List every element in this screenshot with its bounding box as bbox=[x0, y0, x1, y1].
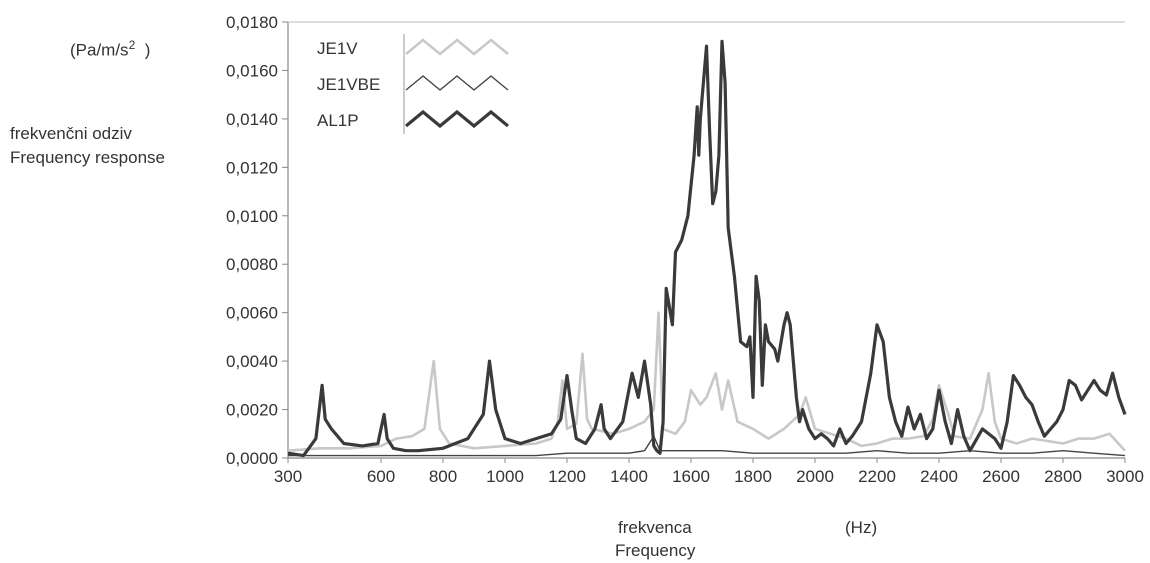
x-tick-label: 1600 bbox=[672, 467, 710, 486]
legend-label: JE1VBE bbox=[317, 75, 380, 94]
x-tick-label: 1400 bbox=[610, 467, 648, 486]
y-unit-suffix: ) bbox=[144, 40, 151, 60]
x-tick-label: 1800 bbox=[734, 467, 772, 486]
y-unit-superscript: 2 bbox=[128, 38, 136, 52]
x-tick-label: 300 bbox=[274, 467, 302, 486]
y-axis-label-line2: Frequency response bbox=[10, 148, 165, 167]
x-tick-label: 2400 bbox=[920, 467, 958, 486]
y-tick-label: 0,0180 bbox=[226, 13, 278, 32]
y-tick-label: 0,0140 bbox=[226, 110, 278, 129]
y-tick-label: 0,0020 bbox=[226, 401, 278, 420]
y-axis-ticks: 0,0000 0,0020 0,0040 0,0060 0,0080 0,0100 0,01… bbox=[226, 13, 288, 468]
y-tick-label: 0,0000 bbox=[226, 449, 278, 468]
x-axis-ticks: 300 600 800 1000 1200 1400 1600 1800 2000 2200 240… bbox=[274, 458, 1144, 486]
legend-swatch-je1vbe bbox=[405, 75, 509, 91]
legend-label: AL1P bbox=[317, 111, 359, 130]
y-tick-label: 0,0080 bbox=[226, 255, 278, 274]
y-axis-label-line1: frekvenčni odziv bbox=[10, 124, 132, 143]
x-tick-label: 2200 bbox=[858, 467, 896, 486]
x-tick-label: 600 bbox=[367, 467, 395, 486]
x-tick-label: 1200 bbox=[548, 467, 586, 486]
series-line-al1p bbox=[287, 39, 1127, 458]
x-axis-unit: (Hz) bbox=[845, 518, 878, 537]
x-axis-label-line2: Frequency bbox=[615, 541, 696, 560]
y-tick-label: 0,0040 bbox=[226, 352, 278, 371]
x-tick-label: 800 bbox=[429, 467, 457, 486]
legend-swatch-al1p bbox=[404, 109, 510, 129]
y-axis-unit: (Pa/m/s2 ) bbox=[70, 38, 150, 61]
y-tick-label: 0,0160 bbox=[226, 61, 278, 80]
series-line-je1vbe bbox=[288, 435, 1126, 457]
legend-label: JE1V bbox=[317, 39, 358, 58]
x-tick-label: 1000 bbox=[486, 467, 524, 486]
legend: JE1V JE1VBE AL1P bbox=[317, 34, 510, 134]
y-unit-prefix: (Pa/m/s bbox=[70, 40, 129, 60]
series-lines bbox=[287, 39, 1127, 458]
x-tick-label: 3000 bbox=[1106, 467, 1144, 486]
x-tick-label: 2800 bbox=[1044, 467, 1082, 486]
legend-swatch-je1v bbox=[405, 38, 509, 56]
chart-axes bbox=[287, 21, 1125, 459]
x-tick-label: 2000 bbox=[796, 467, 834, 486]
series-line-je1v bbox=[287, 311, 1126, 452]
x-tick-label: 2600 bbox=[982, 467, 1020, 486]
y-tick-label: 0,0060 bbox=[226, 304, 278, 323]
x-axis-label-line1: frekvenca bbox=[618, 518, 692, 537]
y-tick-label: 0,0100 bbox=[226, 207, 278, 226]
y-tick-label: 0,0120 bbox=[226, 158, 278, 177]
